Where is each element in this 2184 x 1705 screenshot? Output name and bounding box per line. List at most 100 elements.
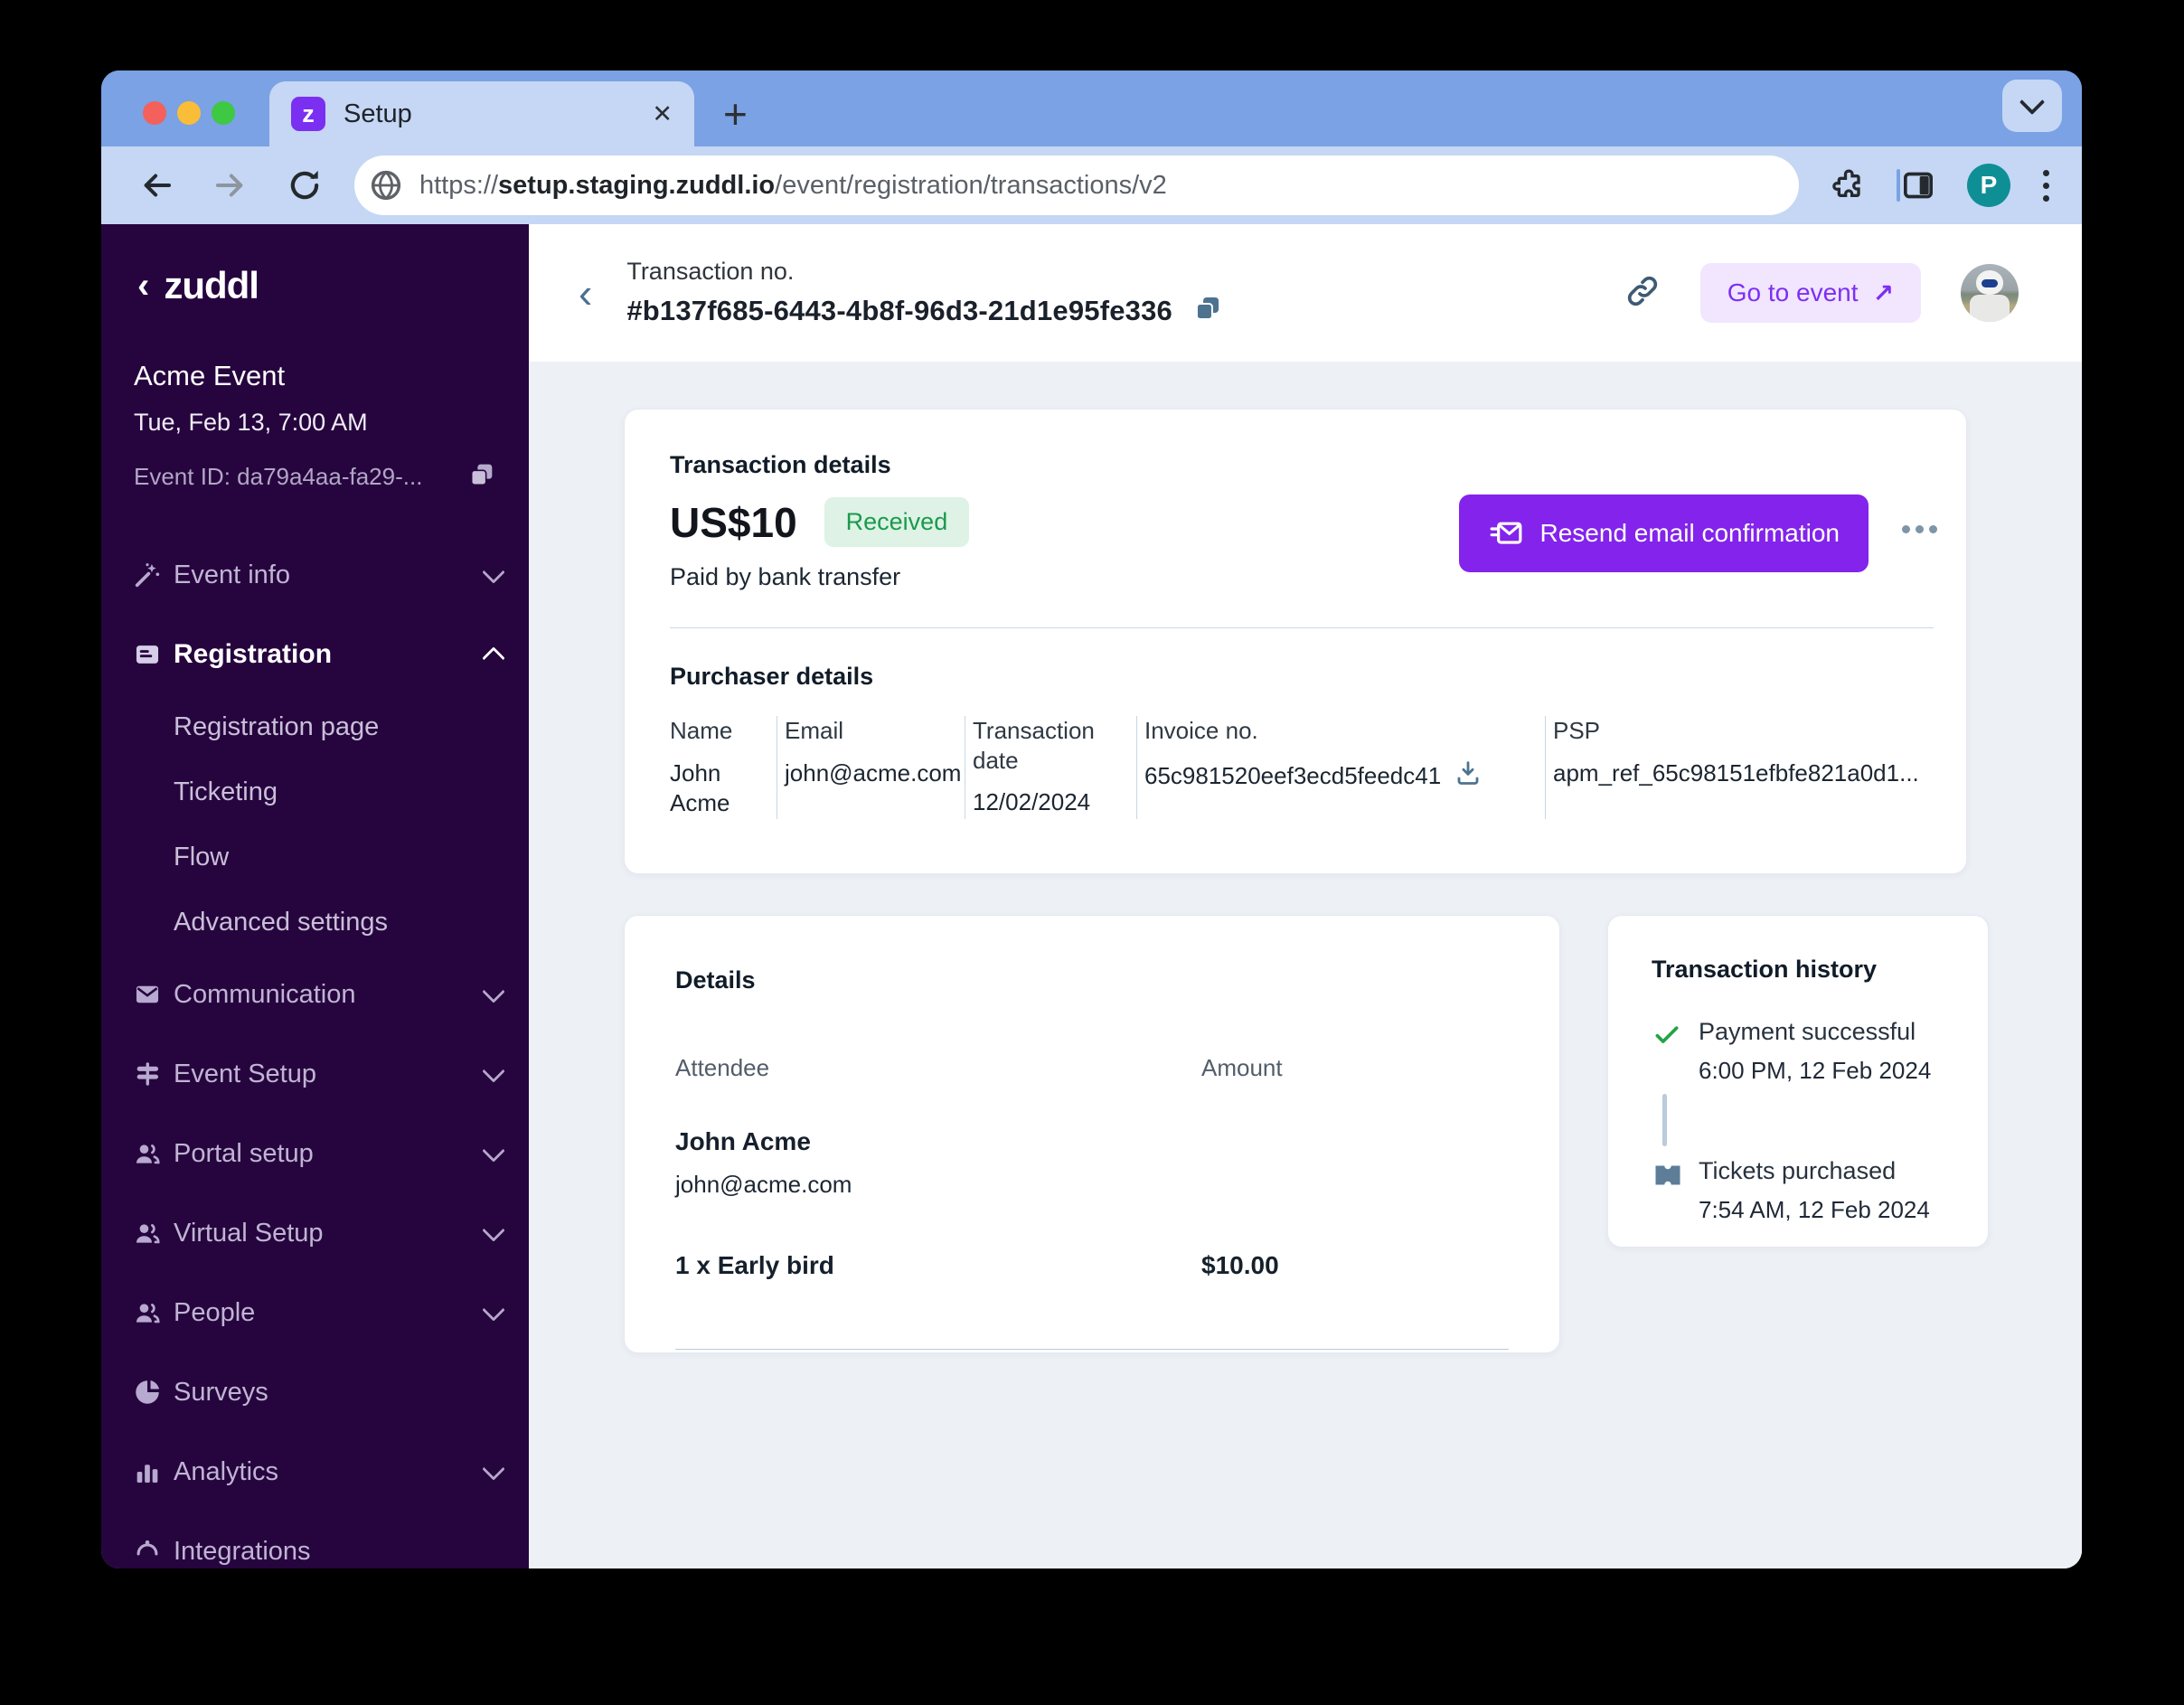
chevron-down-icon [482,1457,505,1481]
sidebar-item-people[interactable]: People [101,1273,529,1352]
more-options-button[interactable] [1902,525,1937,533]
main-area: ‹ Transaction no. #b137f685-6443-4b8f-96… [529,224,2082,1568]
transaction-history-card: Transaction history Payment successful 6… [1607,915,1989,1248]
line-item: 1 x Early bird [675,1251,834,1279]
sidebar-nav: Event info Registration Registration pag… [101,535,529,1568]
line-item-row: 1 x Early bird $10.00 [675,1251,1509,1280]
close-window-button[interactable] [143,101,166,125]
sidebar-item-flow[interactable]: Flow [174,842,230,871]
external-link-arrow-icon: ↗ [1872,278,1894,307]
transaction-details-title: Transaction details [670,451,891,478]
extensions-icon[interactable] [1830,167,1866,203]
status-badge: Received [824,497,970,547]
history-event: Payment successful 6:00 PM, 12 Feb 2024 [1652,1018,1952,1085]
download-invoice-icon[interactable] [1454,758,1483,796]
history-timeline: Payment successful 6:00 PM, 12 Feb 2024 … [1652,1018,1952,1224]
check-icon [1655,1026,1679,1043]
sidebar: ‹ zuddl Acme Event Tue, Feb 13, 7:00 AM … [101,224,529,1568]
send-email-icon [1490,522,1521,544]
chevron-down-icon [2019,89,2046,116]
back-button[interactable] [137,166,175,204]
bar-chart-icon [136,1465,158,1484]
zoom-window-button[interactable] [212,101,235,125]
signpost-icon [136,1062,159,1086]
payment-method: Paid by bank transfer [670,563,901,590]
sidebar-item-integrations[interactable]: Integrations [101,1512,529,1568]
url-text: https://setup.staging.zuddl.io/event/reg… [419,170,1167,200]
sidebar-item-registration-page[interactable]: Registration page [174,711,380,741]
browser-window: z Setup ✕ + https://setup.staging.zuddl.… [101,71,2082,1568]
minimize-window-button[interactable] [177,101,201,125]
envelope-icon [136,985,159,1003]
forward-button[interactable] [212,166,249,204]
integrations-icon [136,1540,158,1556]
sidebar-item-event-info[interactable]: Event info [101,535,529,615]
split-screen-icon[interactable] [1900,167,1936,203]
transaction-id: #b137f685-6443-4b8f-96d3-21d1e95fe336 [626,294,1172,326]
attendee-email: john@acme.com [675,1171,852,1198]
collapse-sidebar-icon[interactable]: ‹ [137,266,150,306]
page-content: Transaction details US$10 Received Paid … [529,362,2082,1568]
browser-tab-setup[interactable]: z Setup ✕ [269,81,694,146]
copy-link-icon[interactable] [1624,273,1661,314]
chevron-down-icon [482,1139,505,1163]
event-id: Event ID: da79a4aa-fa29-... [134,463,423,490]
copy-transaction-id-icon[interactable] [1192,293,1223,328]
go-to-event-button[interactable]: Go to event ↗ [1699,263,1921,323]
sidebar-item-surveys[interactable]: Surveys [101,1352,529,1432]
chevron-down-icon [482,1219,505,1242]
copy-event-id-icon[interactable] [467,460,496,494]
details-title: Details [675,966,756,994]
form-icon [136,645,159,664]
history-event: Tickets purchased 7:54 AM, 12 Feb 2024 [1652,1157,1952,1224]
profile-button[interactable]: P [1967,164,2010,207]
purchaser-field-transaction-date: Transaction date 12/02/2024 [965,716,1136,820]
event-name: Acme Event [134,360,286,391]
amount-column-header: Amount [1201,1054,1283,1081]
sidebar-item-virtual-setup[interactable]: Virtual Setup [101,1193,529,1273]
timeline-connector [1662,1094,1667,1146]
sidebar-item-registration[interactable]: Registration [101,615,529,694]
sidebar-item-portal-setup[interactable]: Portal setup [101,1114,529,1193]
url-bar[interactable]: https://setup.staging.zuddl.io/event/reg… [354,155,1799,215]
sidebar-item-communication[interactable]: Communication [101,955,529,1034]
transaction-history-title: Transaction history [1652,956,1878,983]
card-divider [670,627,1934,628]
transaction-amount: US$10 [670,498,797,546]
resend-email-button[interactable]: Resend email confirmation [1458,495,1869,572]
tab-title: Setup [344,99,412,128]
purchaser-field-email: Email john@acme.com [777,716,965,820]
purchaser-fields: Name John Acme Email john@acme.com Trans… [670,716,1934,820]
transaction-details-card: Transaction details US$10 Received Paid … [624,409,1967,874]
reload-button[interactable] [286,166,324,204]
tab-search-button[interactable] [2002,80,2062,132]
new-tab-button[interactable]: + [723,90,748,137]
sidebar-item-event-setup[interactable]: Event Setup [101,1034,529,1114]
purchaser-field-name: Name John Acme [670,717,733,817]
sidebar-item-advanced-settings[interactable]: Advanced settings [174,907,388,937]
chevron-down-icon [482,1298,505,1322]
transaction-no-label: Transaction no. [626,258,795,285]
sidebar-item-ticketing[interactable]: Ticketing [174,777,278,806]
sidebar-item-analytics[interactable]: Analytics [101,1432,529,1512]
chevron-down-icon [482,560,505,584]
page-header: ‹ Transaction no. #b137f685-6443-4b8f-96… [529,224,2082,362]
browser-menu-icon[interactable] [2043,169,2049,202]
details-divider [675,1349,1509,1350]
user-avatar[interactable] [1961,264,2019,322]
chevron-down-icon [482,1060,505,1083]
event-datetime: Tue, Feb 13, 7:00 AM [134,409,368,436]
sidebar-logo[interactable]: ‹ zuddl [101,224,529,307]
app-body: ‹ zuddl Acme Event Tue, Feb 13, 7:00 AM … [101,224,2082,1568]
back-chevron-icon[interactable]: ‹ [579,269,593,316]
site-info-icon[interactable] [367,166,405,204]
pie-chart-icon [136,1380,160,1404]
tab-close-icon[interactable]: ✕ [652,99,673,127]
zuddl-favicon-icon: z [291,97,325,131]
toolbar-divider [1897,169,1900,202]
people-icon [136,1224,160,1244]
purchaser-details-title: Purchaser details [670,663,874,690]
purchaser-field-invoice: Invoice no. 65c981520eef3ecd5feedc41 [1136,716,1545,820]
people-icon [136,1145,160,1164]
